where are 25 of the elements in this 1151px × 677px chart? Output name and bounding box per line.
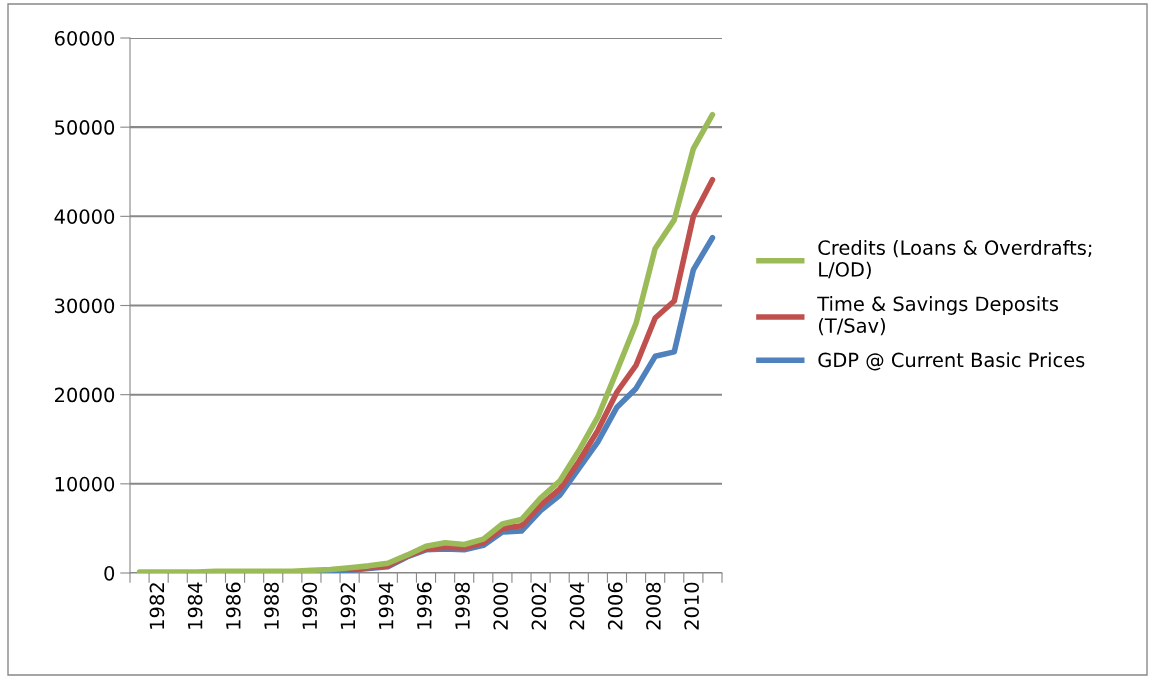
x-tick-label: 1982 bbox=[149, 583, 165, 629]
y-tick-label: 50000 bbox=[55, 120, 115, 135]
x-tick-label: 2002 bbox=[531, 583, 547, 630]
x-tick-label: 1990 bbox=[302, 582, 318, 629]
y-tick-label: 40000 bbox=[54, 209, 115, 224]
y-tick-label: 10000 bbox=[55, 476, 115, 492]
x-tick-label: 2000 bbox=[493, 582, 509, 630]
x-tick-label: 1984 bbox=[187, 582, 203, 629]
y-tick-label: 30000 bbox=[55, 298, 115, 314]
y-tick-label: 0 bbox=[104, 565, 115, 581]
x-tick-label: 1994 bbox=[378, 582, 394, 629]
x-tick-label: 1996 bbox=[416, 582, 432, 629]
y-tick-label: 60000 bbox=[54, 30, 115, 46]
x-tick-label: 1986 bbox=[225, 582, 241, 629]
legend-label: Time & Savings Deposits (T/Sav) bbox=[817, 296, 1059, 336]
legend-label: GDP @ Current Basic Prices bbox=[818, 352, 1085, 371]
x-tick-label: 2008 bbox=[646, 582, 661, 630]
x-tick-label: 1992 bbox=[340, 583, 356, 629]
legend-label: Credits (Loans & Overdrafts; L/OD) bbox=[818, 239, 1092, 280]
x-tick-label: 2004 bbox=[569, 582, 585, 630]
x-tick-label: 1998 bbox=[455, 582, 470, 629]
x-tick-label: 1988 bbox=[264, 582, 279, 629]
x-tick-label: 2010 bbox=[684, 582, 699, 630]
x-tick-label: 2006 bbox=[607, 582, 623, 630]
y-tick-label: 20000 bbox=[54, 387, 115, 403]
